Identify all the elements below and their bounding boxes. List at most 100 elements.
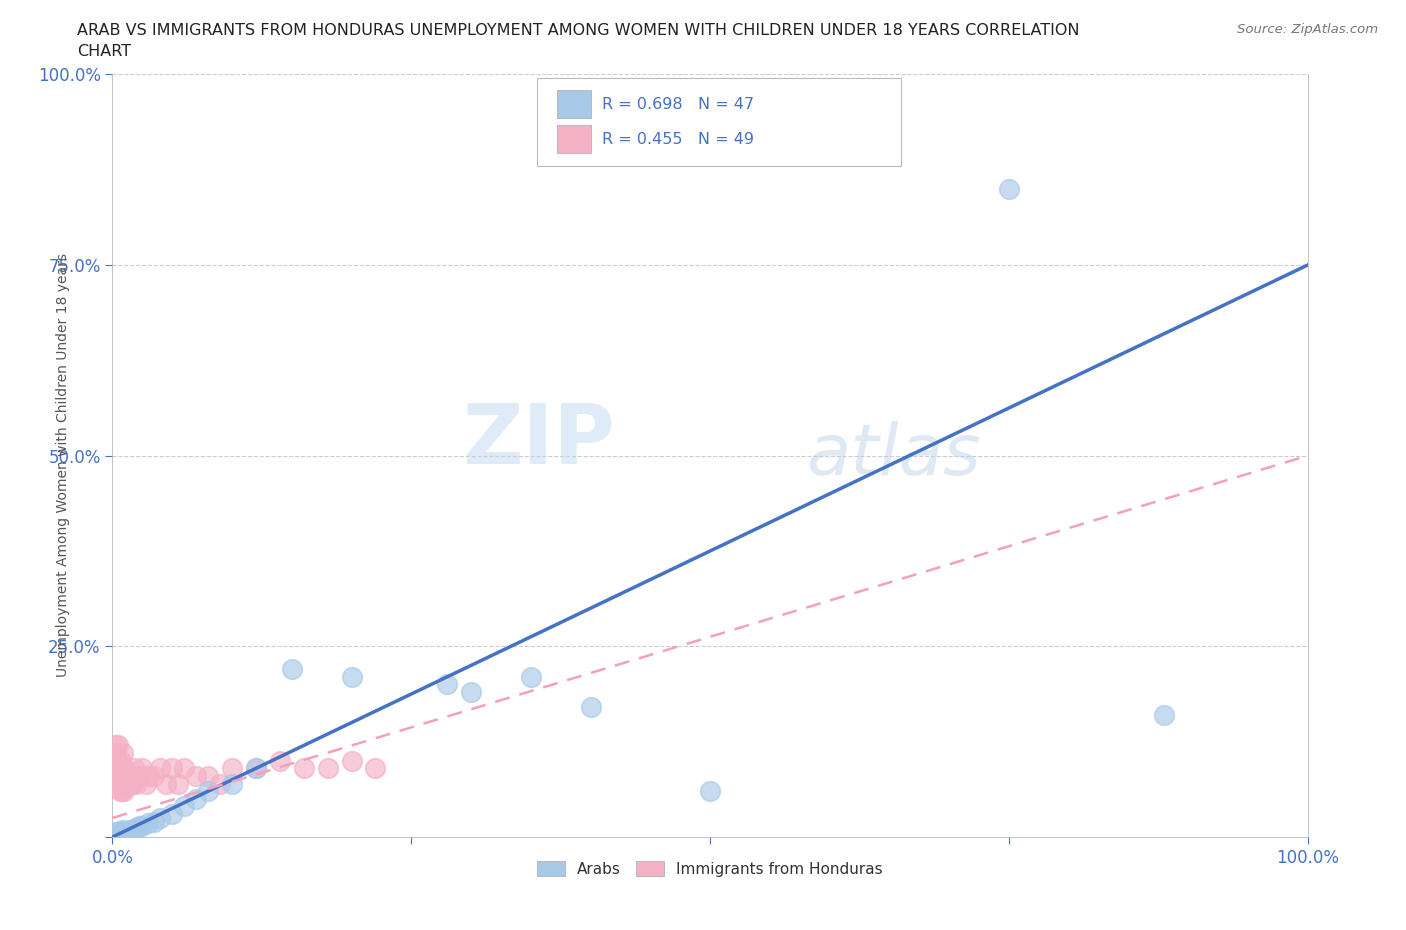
Point: [115, 825, 138, 840]
Point: [520, 670, 543, 684]
Point: [112, 823, 135, 838]
Legend: Arabs, Immigrants from Honduras: Arabs, Immigrants from Honduras: [531, 855, 889, 883]
Point: [340, 753, 363, 768]
Point: [162, 806, 183, 821]
Point: [128, 818, 150, 833]
Point: [107, 768, 129, 783]
Point: [114, 777, 136, 791]
Point: [103, 753, 125, 768]
Point: [699, 784, 721, 799]
Point: [269, 753, 291, 768]
Point: [103, 777, 125, 791]
Point: [125, 820, 148, 835]
Point: [114, 825, 135, 840]
Point: [114, 761, 135, 776]
Point: [110, 777, 132, 791]
Point: [121, 823, 143, 838]
Point: [209, 777, 232, 791]
Point: [122, 761, 145, 776]
Point: [364, 761, 387, 776]
Text: R = 0.698   N = 47: R = 0.698 N = 47: [603, 97, 755, 112]
Point: [105, 753, 128, 768]
Point: [460, 684, 482, 699]
Point: [110, 827, 132, 842]
Text: ARAB VS IMMIGRANTS FROM HONDURAS UNEMPLOYMENT AMONG WOMEN WITH CHILDREN UNDER 18: ARAB VS IMMIGRANTS FROM HONDURAS UNEMPLO…: [77, 23, 1080, 38]
Point: [149, 761, 172, 776]
Bar: [557, 126, 591, 153]
Point: [115, 768, 138, 783]
Point: [143, 768, 166, 783]
Point: [104, 768, 127, 783]
Point: [149, 811, 172, 826]
Point: [111, 828, 134, 843]
Point: [120, 824, 142, 839]
Point: [110, 753, 132, 768]
Text: ZIP: ZIP: [463, 400, 614, 481]
Point: [125, 777, 148, 791]
Point: [104, 826, 127, 841]
Point: [138, 768, 160, 783]
Point: [340, 670, 363, 684]
Point: [197, 784, 219, 799]
Text: Unemployment Among Women with Children Under 18 years: Unemployment Among Women with Children U…: [56, 253, 70, 677]
Point: [114, 784, 135, 799]
Point: [197, 768, 219, 783]
Point: [436, 677, 458, 692]
Point: [105, 827, 128, 842]
Point: [114, 827, 135, 842]
Point: [108, 828, 131, 843]
Point: [105, 825, 128, 840]
Point: [186, 768, 208, 783]
Point: [118, 823, 141, 838]
Point: [104, 738, 127, 753]
Point: [103, 828, 125, 843]
Point: [120, 777, 142, 791]
Point: [131, 818, 153, 833]
Point: [221, 761, 243, 776]
Point: [112, 826, 135, 841]
Point: [111, 761, 134, 776]
Point: [186, 791, 208, 806]
Point: [173, 761, 195, 776]
Point: [128, 768, 150, 783]
Text: atlas: atlas: [806, 421, 980, 490]
Point: [107, 826, 129, 841]
Point: [108, 823, 131, 838]
Point: [118, 768, 141, 783]
Point: [105, 824, 128, 839]
Point: [105, 761, 128, 776]
Point: [245, 761, 267, 776]
Point: [155, 777, 177, 791]
Point: [1153, 708, 1175, 723]
Point: [112, 777, 135, 791]
Point: [121, 777, 143, 791]
Text: R = 0.455   N = 49: R = 0.455 N = 49: [603, 132, 755, 147]
Point: [121, 768, 143, 783]
Point: [110, 825, 132, 840]
Text: CHART: CHART: [77, 44, 131, 59]
Point: [131, 761, 153, 776]
Point: [143, 815, 166, 830]
Point: [579, 700, 602, 715]
Bar: [557, 90, 591, 118]
Point: [108, 761, 131, 776]
Point: [138, 816, 160, 830]
Point: [107, 738, 129, 753]
Point: [162, 761, 183, 776]
Point: [173, 799, 195, 814]
Point: [316, 761, 339, 776]
Point: [281, 662, 304, 677]
Point: [122, 822, 145, 837]
Point: [998, 181, 1021, 196]
Point: [112, 746, 135, 761]
Point: [105, 777, 128, 791]
Point: [107, 828, 129, 843]
Text: Source: ZipAtlas.com: Source: ZipAtlas.com: [1237, 23, 1378, 36]
FancyBboxPatch shape: [537, 78, 901, 166]
Point: [108, 784, 131, 799]
Point: [167, 777, 190, 791]
Point: [120, 823, 142, 838]
Point: [105, 746, 128, 761]
Point: [221, 777, 243, 791]
Point: [111, 784, 134, 799]
